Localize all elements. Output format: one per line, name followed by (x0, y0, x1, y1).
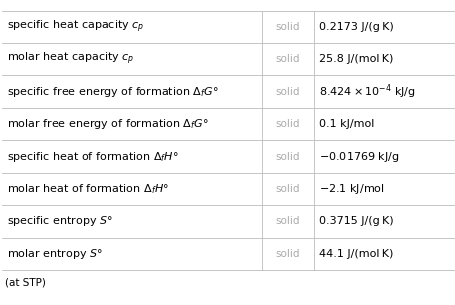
Text: solid: solid (275, 119, 299, 129)
Text: $-$2.1 kJ/mol: $-$2.1 kJ/mol (318, 182, 384, 196)
Text: $-$0.01769 kJ/g: $-$0.01769 kJ/g (318, 149, 399, 163)
Text: molar free energy of formation $\Delta_f G°$: molar free energy of formation $\Delta_f… (7, 117, 208, 131)
Text: solid: solid (275, 249, 299, 259)
Text: 0.1 kJ/mol: 0.1 kJ/mol (318, 119, 374, 129)
Text: 44.1 J/(mol K): 44.1 J/(mol K) (318, 249, 393, 259)
Text: solid: solid (275, 184, 299, 194)
Text: solid: solid (275, 54, 299, 64)
Text: (at STP): (at STP) (5, 278, 46, 288)
Text: specific free energy of formation $\Delta_f G°$: specific free energy of formation $\Delt… (7, 85, 218, 99)
Text: molar entropy $S°$: molar entropy $S°$ (7, 247, 103, 261)
Text: specific entropy $S°$: specific entropy $S°$ (7, 214, 112, 228)
Text: molar heat capacity $c_p$: molar heat capacity $c_p$ (7, 51, 134, 67)
Text: solid: solid (275, 87, 299, 97)
Text: $8.424\times10^{-4}$ kJ/g: $8.424\times10^{-4}$ kJ/g (318, 82, 415, 101)
Text: solid: solid (275, 152, 299, 162)
Text: solid: solid (275, 22, 299, 32)
Text: 0.2173 J/(g K): 0.2173 J/(g K) (318, 22, 393, 32)
Text: solid: solid (275, 216, 299, 226)
Text: 0.3715 J/(g K): 0.3715 J/(g K) (318, 216, 393, 226)
Text: specific heat capacity $c_p$: specific heat capacity $c_p$ (7, 19, 144, 35)
Text: molar heat of formation $\Delta_f H°$: molar heat of formation $\Delta_f H°$ (7, 182, 168, 196)
Text: 25.8 J/(mol K): 25.8 J/(mol K) (318, 54, 393, 64)
Text: specific heat of formation $\Delta_f H°$: specific heat of formation $\Delta_f H°$ (7, 149, 178, 163)
